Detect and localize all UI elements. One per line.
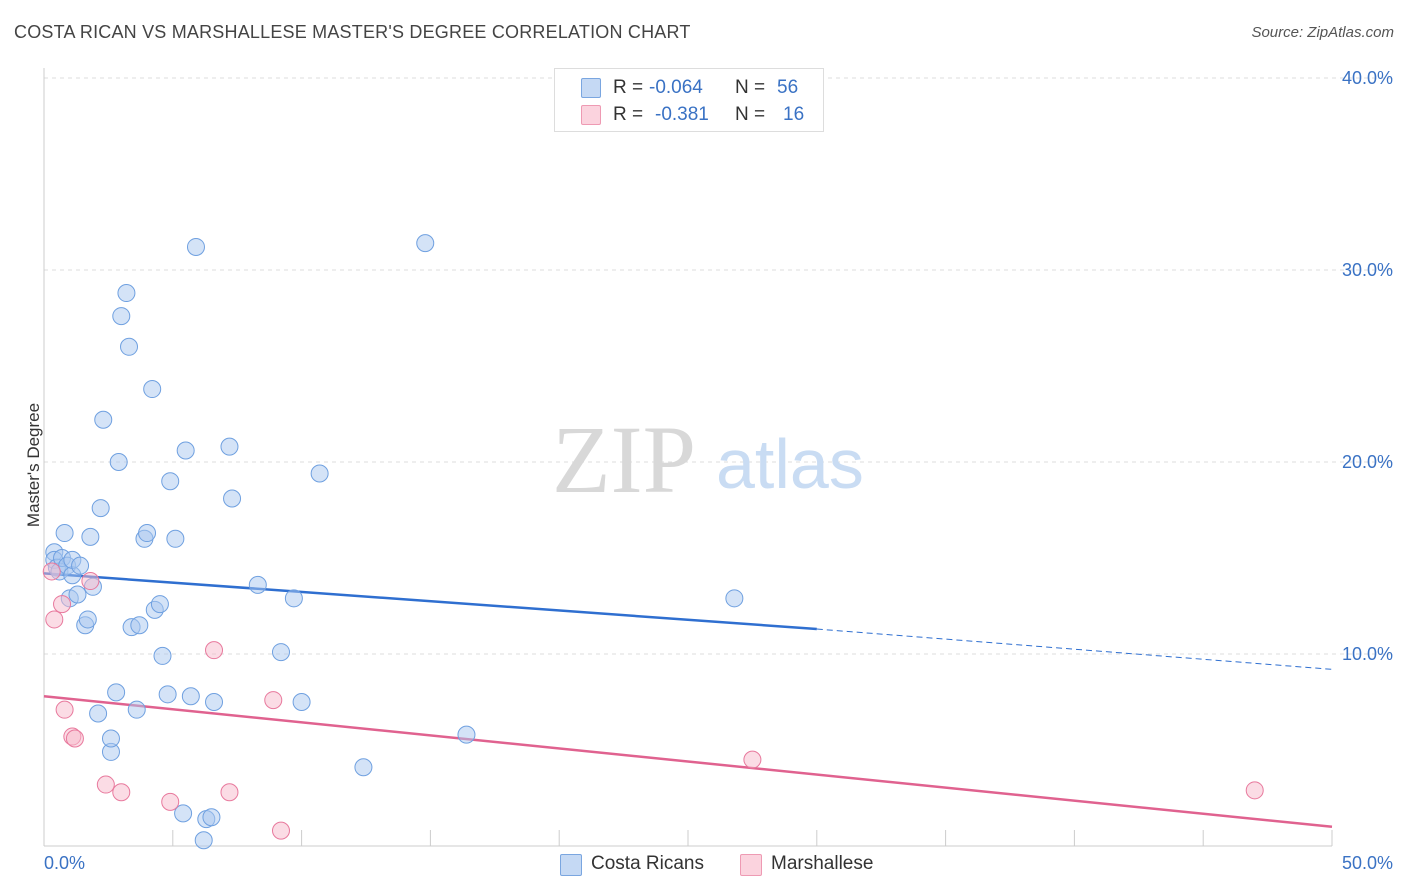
costa-rican-point <box>195 832 212 849</box>
costa-rican-point <box>108 684 125 701</box>
costa-rican-point <box>144 381 161 398</box>
legend-r-value: -0.064 <box>649 77 703 99</box>
legend-r-label: R = <box>613 77 643 99</box>
costa-rican-point <box>118 285 135 302</box>
costa-rican-point <box>293 694 310 711</box>
costa-rican-point <box>128 701 145 718</box>
costa-rican-point <box>355 759 372 776</box>
costa-rican-point <box>79 611 96 628</box>
marshallese-point <box>162 793 179 810</box>
correlation-legend: R = -0.064 N = 56 R = -0.381 N = 16 <box>554 68 824 132</box>
costa-rican-point <box>206 694 223 711</box>
legend-swatch-marshallese <box>740 854 762 876</box>
marshallese-point <box>265 692 282 709</box>
costa-rican-point <box>726 590 743 607</box>
y-axis-title: Master's Degree <box>24 295 44 635</box>
costa-rican-point <box>249 576 266 593</box>
costa-rican-point <box>151 596 168 613</box>
marshallese-point <box>744 751 761 768</box>
legend-r-value: -0.381 <box>655 104 709 126</box>
data-points <box>43 235 1263 849</box>
y-tick-label: 30.0% <box>1342 260 1393 280</box>
scatter-plot: ZIP atlas 10.0% 20.0% 30.0% 40.0% 0.0% 50.0% <box>0 0 1406 892</box>
legend-n-value: 16 <box>783 104 804 126</box>
marshallese-point <box>272 822 289 839</box>
y-tick-label: 10.0% <box>1342 644 1393 664</box>
marshallese-point <box>206 642 223 659</box>
costa-rican-point <box>167 530 184 547</box>
legend-swatch-costa-ricans <box>581 78 601 98</box>
legend-swatch-marshallese <box>581 105 601 125</box>
costa-rican-point <box>92 500 109 517</box>
costa-rican-point <box>162 473 179 490</box>
costa-rican-point <box>159 686 176 703</box>
watermark: ZIP atlas <box>552 406 864 513</box>
costa-rican-point <box>95 411 112 428</box>
costa-rican-point <box>154 647 171 664</box>
marshallese-point <box>221 784 238 801</box>
costa-rican-point <box>221 438 238 455</box>
costa-rican-point <box>56 525 73 542</box>
costa-rican-point <box>72 557 89 574</box>
costa-rican-point <box>113 308 130 325</box>
watermark-atlas: atlas <box>716 425 864 503</box>
legend-swatch-costa-ricans <box>560 854 582 876</box>
costa-rican-point <box>224 490 241 507</box>
costa-rican-point <box>458 726 475 743</box>
marshallese-point <box>113 784 130 801</box>
legend-r-label: R = <box>613 104 643 126</box>
y-tick-label: 40.0% <box>1342 68 1393 88</box>
legend-label-costa-ricans: Costa Ricans <box>591 853 704 875</box>
y-tick-label: 20.0% <box>1342 452 1393 472</box>
costa-rican-point <box>187 238 204 255</box>
marshallese-point <box>54 596 71 613</box>
costa-rican-point <box>121 338 138 355</box>
costa-rican-point <box>272 644 289 661</box>
costa-rican-point <box>131 617 148 634</box>
costa-rican-point <box>182 688 199 705</box>
grid-lines <box>44 78 1392 654</box>
legend-n-label: N = <box>735 104 765 126</box>
marshallese-point <box>82 573 99 590</box>
costa-rican-point <box>203 809 220 826</box>
x-tick-label: 0.0% <box>44 853 85 873</box>
marshallese-point <box>97 776 114 793</box>
legend-n-label: N = <box>735 77 765 99</box>
costa-rican-trend-extension <box>817 629 1332 669</box>
marshallese-point <box>43 563 60 580</box>
y-axis-title-wrap: Master's Degree <box>14 300 44 640</box>
costa-rican-point <box>417 235 434 252</box>
costa-rican-point <box>82 528 99 545</box>
marshallese-point <box>56 701 73 718</box>
legend-label-marshallese: Marshallese <box>771 853 873 875</box>
costa-rican-point <box>177 442 194 459</box>
costa-rican-point <box>311 465 328 482</box>
watermark-zip: ZIP <box>552 406 696 513</box>
costa-rican-point <box>102 730 119 747</box>
marshallese-point <box>66 730 83 747</box>
marshallese-point <box>46 611 63 628</box>
legend-n-value: 56 <box>777 77 798 99</box>
marshallese-trend-line <box>44 696 1332 827</box>
x-tick-label: 50.0% <box>1342 853 1393 873</box>
costa-rican-point <box>69 586 86 603</box>
costa-rican-point <box>139 525 156 542</box>
marshallese-point <box>1246 782 1263 799</box>
costa-rican-point <box>285 590 302 607</box>
costa-rican-point <box>110 454 127 471</box>
costa-rican-point <box>90 705 107 722</box>
